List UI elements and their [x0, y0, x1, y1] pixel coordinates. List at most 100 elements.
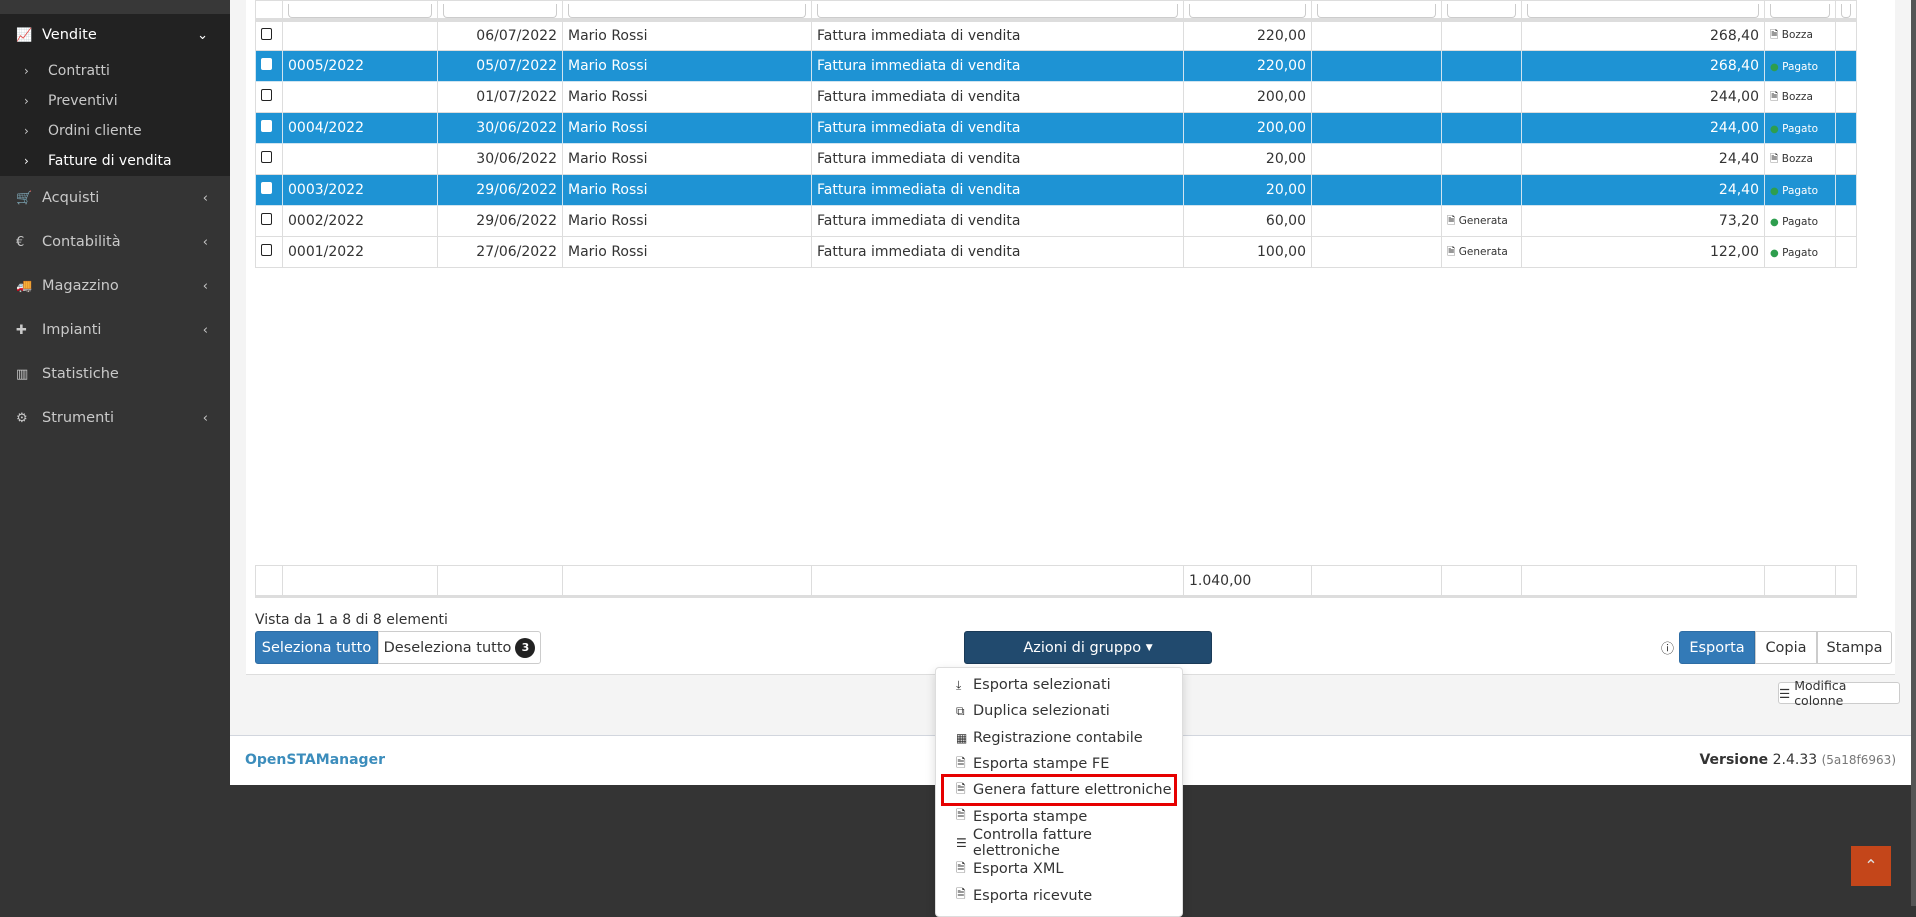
- cell-tipo: Fattura immediata di vendita: [811, 143, 1184, 175]
- filter-input[interactable]: [817, 3, 1178, 16]
- filter-cell: [1441, 0, 1522, 22]
- row-checkbox[interactable]: [261, 89, 272, 101]
- cell-numero: [282, 81, 438, 113]
- table-row[interactable]: 30/06/2022 Mario Rossi Fattura immediata…: [255, 143, 1857, 175]
- sidebar-item-6[interactable]: ⚙ Strumenti ‹: [0, 396, 230, 440]
- menu-item-7[interactable]: 🗎 Esporta XML: [936, 856, 1182, 882]
- filter-input[interactable]: [1189, 3, 1306, 16]
- sidebar-item-label: Magazzino: [42, 278, 119, 294]
- row-checkbox[interactable]: [261, 213, 272, 225]
- filter-input[interactable]: [443, 3, 557, 16]
- table-row[interactable]: 0004/2022 30/06/2022 Mario Rossi Fattura…: [255, 112, 1857, 144]
- filter-input[interactable]: [1447, 3, 1516, 16]
- row-checkbox[interactable]: [261, 58, 272, 70]
- file-icon: 🗎: [1447, 214, 1456, 227]
- sidebar-subitem-3[interactable]: › Fatture di vendita: [0, 146, 230, 176]
- row-checkbox[interactable]: [261, 244, 272, 256]
- cell-tipo: Fattura immediata di vendita: [811, 174, 1184, 206]
- filter-cell: [1521, 0, 1765, 22]
- cell-totale: 244,00: [1521, 81, 1765, 113]
- sidebar-subitem-label: Fatture di vendita: [48, 153, 172, 169]
- list-icon: ☰: [956, 835, 967, 850]
- menu-item-1[interactable]: ⧉ Duplica selezionati: [936, 698, 1182, 724]
- menu-item-4[interactable]: 🗎 Genera fatture elettroniche: [941, 774, 1177, 807]
- chevron-right-icon: ›: [24, 94, 29, 108]
- chevron-up-icon: ⌃: [1864, 856, 1878, 875]
- pagination-info: Vista da 1 a 8 di 8 elementi: [255, 612, 448, 628]
- select-all-button[interactable]: Seleziona tutto: [255, 631, 378, 664]
- sidebar-subitem-label: Ordini cliente: [48, 123, 142, 139]
- brand-link[interactable]: OpenSTAManager: [245, 752, 385, 768]
- cell-empty: [1311, 112, 1442, 144]
- row-checkbox[interactable]: [261, 120, 272, 132]
- filter-input[interactable]: [1317, 3, 1436, 16]
- row-checkbox[interactable]: [261, 27, 272, 40]
- help-icon[interactable]: ⓘ: [1661, 642, 1675, 657]
- export-button[interactable]: Esporta: [1679, 631, 1755, 664]
- list-icon: ☰: [1779, 685, 1795, 701]
- cell-cliente: Mario Rossi: [562, 236, 812, 268]
- cell-tipo: Fattura immediata di vendita: [811, 112, 1184, 144]
- menu-item-0[interactable]: ⤓ Esporta selezionati: [936, 672, 1182, 698]
- sidebar: 📈 Vendite ⌄ › Contratti › Preventivi › Ordini cl…: [0, 0, 230, 906]
- table-row[interactable]: 0001/2022 27/06/2022 Mario Rossi Fattura…: [255, 236, 1857, 268]
- sidebar-subitem-1[interactable]: › Preventivi: [0, 86, 230, 116]
- filter-row: [255, 0, 1857, 22]
- filter-input[interactable]: [1841, 3, 1851, 16]
- filter-cell: [811, 0, 1184, 22]
- cart-icon: 🛒: [16, 190, 33, 206]
- chevron-right-icon: ›: [24, 124, 29, 138]
- sidebar-item-label: Strumenti: [42, 410, 114, 426]
- menu-item-3[interactable]: 🗎 Esporta stampe FE: [936, 751, 1182, 777]
- table-row[interactable]: 01/07/2022 Mario Rossi Fattura immediata…: [255, 81, 1857, 113]
- filter-input[interactable]: [288, 3, 432, 16]
- sidebar-subitem-0[interactable]: › Contratti: [0, 56, 230, 86]
- sidebar-item-label: Contabilità: [42, 234, 121, 250]
- cell-imponibile: 20,00: [1183, 143, 1312, 175]
- cell-totale: 268,40: [1521, 19, 1765, 51]
- cell-imponibile: 220,00: [1183, 50, 1312, 82]
- copy-button[interactable]: Copia: [1755, 631, 1817, 664]
- row-checkbox[interactable]: [261, 151, 272, 163]
- cell-numero: [282, 19, 438, 51]
- deselect-all-button[interactable]: Deseleziona tutto 3: [378, 631, 541, 664]
- filter-input[interactable]: [568, 3, 806, 16]
- back-to-top-button[interactable]: ⌃: [1851, 846, 1891, 886]
- edit-columns-button[interactable]: ☰ Modifica colonne: [1778, 678, 1900, 708]
- sidebar-item-5[interactable]: ▥ Statistiche: [0, 352, 230, 396]
- fe-status: 🗎 Generata: [1447, 214, 1508, 227]
- cell-tipo: Fattura immediata di vendita: [811, 205, 1184, 237]
- filter-input[interactable]: [1770, 3, 1830, 16]
- sidebar-item-4[interactable]: ✚ Impianti ‹: [0, 308, 230, 352]
- menu-item-5[interactable]: 🗎 Esporta stampe: [936, 803, 1182, 829]
- table-row[interactable]: 0005/2022 05/07/2022 Mario Rossi Fattura…: [255, 50, 1857, 82]
- print-button[interactable]: Stampa: [1817, 631, 1892, 664]
- scrollbar[interactable]: [1911, 0, 1916, 906]
- table-row[interactable]: 0002/2022 29/06/2022 Mario Rossi Fattura…: [255, 205, 1857, 237]
- sidebar-item-label: Vendite: [42, 27, 97, 43]
- version-number: 2.4.33: [1772, 752, 1818, 768]
- file-icon: 🗎: [1770, 152, 1779, 165]
- cell-empty: [1311, 174, 1442, 206]
- sidebar-item-3[interactable]: 🚚 Magazzino ‹: [0, 264, 230, 308]
- menu-item-label: Esporta stampe FE: [973, 756, 1110, 773]
- puzzle-icon: ✚: [16, 322, 27, 338]
- sidebar-subitem-2[interactable]: › Ordini cliente: [0, 116, 230, 146]
- cell-imponibile: 200,00: [1183, 112, 1312, 144]
- sidebar-item-1[interactable]: 🛒 Acquisti ‹: [0, 176, 230, 220]
- filter-input[interactable]: [1527, 3, 1759, 16]
- table-row[interactable]: 0003/2022 29/06/2022 Mario Rossi Fattura…: [255, 174, 1857, 206]
- table-row[interactable]: 06/07/2022 Mario Rossi Fattura immediata…: [255, 19, 1857, 51]
- status-badge: ● Pagato: [1770, 123, 1819, 135]
- status-badge: ● Pagato: [1770, 185, 1819, 197]
- menu-item-2[interactable]: ▦ Registrazione contabile: [936, 725, 1182, 751]
- menu-item-8[interactable]: 🗎 Esporta ricevute: [936, 882, 1182, 908]
- file-pdf-icon: 🗎: [956, 755, 966, 770]
- menu-item-6[interactable]: ☰ Controlla fatture elettroniche: [936, 827, 1182, 859]
- truck-icon: 🚚: [16, 278, 33, 294]
- row-checkbox[interactable]: [261, 182, 272, 194]
- cell-cliente: Mario Rossi: [562, 174, 812, 206]
- group-actions-button[interactable]: Azioni di gruppo ▼: [964, 631, 1212, 664]
- sidebar-item-0[interactable]: 📈 Vendite ⌄: [0, 14, 230, 56]
- sidebar-item-2[interactable]: € Contabilità ‹: [0, 220, 230, 264]
